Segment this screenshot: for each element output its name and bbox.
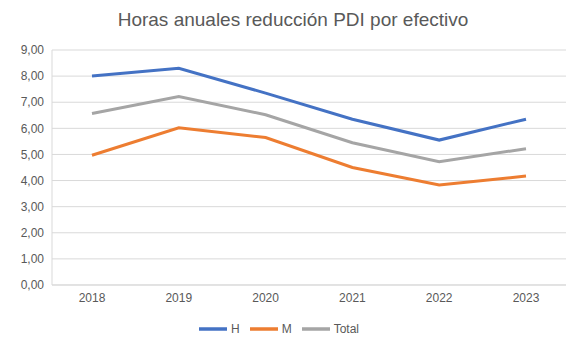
svg-text:2,00: 2,00 [21,226,45,240]
svg-text:7,00: 7,00 [21,95,45,109]
svg-text:8,00: 8,00 [21,69,45,83]
html-text:H: H [231,322,240,337]
svg-text:2022: 2022 [426,291,453,305]
svg-text:2021: 2021 [339,291,366,305]
html-text:Total: Total [333,322,359,337]
svg-text:2020: 2020 [252,291,279,305]
svg-text:0,00: 0,00 [21,278,45,292]
svg-text:2018: 2018 [79,291,106,305]
html-text:Horas anuales reducción PDI po: Horas anuales reducción PDI por efectivo [117,9,469,30]
svg-text:1,00: 1,00 [21,252,45,266]
svg-text:2023: 2023 [513,291,540,305]
svg-text:3,00: 3,00 [21,200,45,214]
html-text:M: M [281,322,292,337]
svg-text:9,00: 9,00 [21,43,45,57]
svg-text:6,00: 6,00 [21,122,45,136]
svg-text:4,00: 4,00 [21,174,45,188]
svg-text:2019: 2019 [165,291,192,305]
svg-text:5,00: 5,00 [21,148,45,162]
